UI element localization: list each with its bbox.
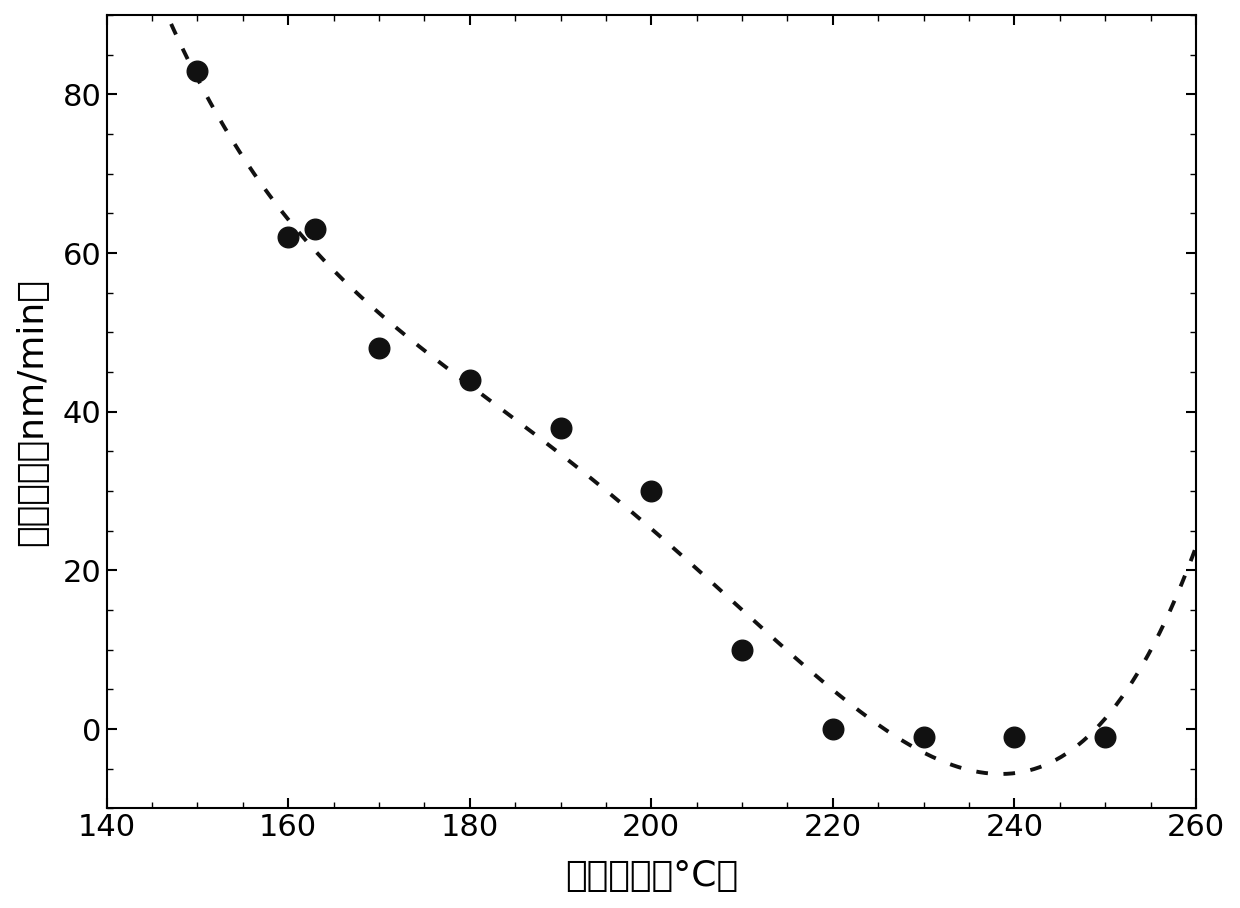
Point: [823, 722, 843, 736]
Point: [370, 341, 389, 356]
Point: [641, 484, 661, 498]
Point: [914, 730, 934, 745]
Point: [460, 372, 480, 387]
Point: [278, 230, 298, 244]
Point: [551, 420, 570, 435]
Point: [305, 222, 325, 236]
Point: [187, 64, 207, 78]
Y-axis label: 溢解速率（nm/min）: 溢解速率（nm/min）: [15, 278, 50, 546]
Point: [1095, 730, 1115, 745]
Point: [1004, 730, 1024, 745]
X-axis label: 固化温度（°C）: 固化温度（°C）: [564, 859, 738, 893]
Point: [732, 643, 751, 657]
